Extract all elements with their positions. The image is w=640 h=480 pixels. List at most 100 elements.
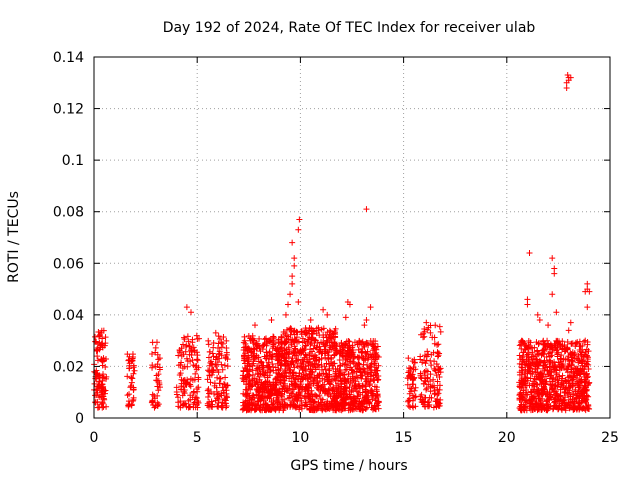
- data-point: [266, 395, 273, 402]
- data-point: [534, 381, 541, 388]
- data-point: [346, 301, 353, 308]
- data-point: [307, 349, 314, 356]
- data-point: [570, 375, 577, 382]
- data-point: [359, 345, 366, 352]
- data-point: [554, 377, 561, 384]
- data-point: [313, 392, 320, 399]
- data-point: [219, 366, 226, 373]
- data-point: [524, 358, 531, 365]
- data-point: [241, 333, 248, 340]
- data-point: [564, 346, 571, 353]
- data-point: [241, 344, 248, 351]
- data-point: [357, 369, 364, 376]
- data-point: [292, 380, 299, 387]
- data-point: [313, 384, 320, 391]
- data-point: [302, 363, 309, 370]
- data-point: [316, 343, 323, 350]
- data-point: [312, 358, 319, 365]
- data-point: [310, 345, 317, 352]
- data-point: [421, 380, 428, 387]
- data-point: [555, 349, 562, 356]
- data-point: [578, 360, 585, 367]
- data-point: [372, 367, 379, 374]
- data-point: [296, 216, 303, 223]
- data-point: [124, 373, 131, 380]
- data-point: [538, 406, 545, 413]
- data-point: [180, 341, 187, 348]
- data-point: [349, 402, 356, 409]
- data-point: [367, 304, 374, 311]
- data-point: [584, 358, 591, 365]
- data-point: [577, 348, 584, 355]
- data-point: [313, 344, 320, 351]
- data-point: [424, 374, 431, 381]
- data-point: [261, 394, 268, 401]
- data-point: [516, 352, 523, 359]
- data-point: [152, 349, 159, 356]
- data-point: [188, 309, 195, 316]
- data-point: [126, 391, 133, 398]
- data-point: [274, 353, 281, 360]
- data-point: [360, 368, 367, 375]
- data-point: [529, 371, 536, 378]
- data-point: [181, 336, 188, 343]
- data-point: [99, 335, 106, 342]
- data-point: [94, 353, 101, 360]
- data-point: [551, 265, 558, 272]
- data-point: [188, 351, 195, 358]
- data-point: [193, 385, 200, 392]
- data-point: [306, 370, 313, 377]
- data-point: [303, 403, 310, 410]
- data-point: [266, 406, 273, 413]
- data-point: [543, 397, 550, 404]
- data-point: [298, 386, 305, 393]
- x-tick-label: 0: [90, 430, 99, 446]
- data-point: [195, 364, 202, 371]
- data-point: [256, 343, 263, 350]
- data-point: [215, 344, 222, 351]
- data-point: [361, 322, 368, 329]
- data-point: [375, 376, 382, 383]
- data-point: [214, 374, 221, 381]
- data-point: [278, 372, 285, 379]
- data-point: [282, 339, 289, 346]
- data-point: [316, 392, 323, 399]
- data-point: [326, 387, 333, 394]
- data-point: [556, 341, 563, 348]
- data-point: [264, 352, 271, 359]
- y-tick-label: 0.08: [53, 205, 84, 221]
- data-point: [247, 349, 254, 356]
- data-point: [561, 386, 568, 393]
- data-point: [205, 386, 212, 393]
- plot-frame: [93, 56, 611, 419]
- data-point: [313, 405, 320, 412]
- data-point: [582, 349, 589, 356]
- data-point: [325, 367, 332, 374]
- data-point: [131, 367, 138, 374]
- data-point: [524, 296, 531, 303]
- data-point: [306, 356, 313, 363]
- data-point: [316, 402, 323, 409]
- data-point: [564, 392, 571, 399]
- data-point: [548, 368, 555, 375]
- data-point: [421, 325, 428, 332]
- data-point: [243, 407, 250, 414]
- data-point: [553, 404, 560, 411]
- data-point: [546, 363, 553, 370]
- data-point: [567, 319, 574, 326]
- data-point: [342, 342, 349, 349]
- data-point: [432, 367, 439, 374]
- data-point: [305, 376, 312, 383]
- data-point: [270, 397, 277, 404]
- data-point: [280, 353, 287, 360]
- data-point: [96, 375, 103, 381]
- data-point: [247, 381, 254, 388]
- data-point: [363, 377, 370, 384]
- data-point: [351, 398, 358, 405]
- data-point: [341, 372, 348, 379]
- data-point: [547, 343, 554, 350]
- data-point: [205, 337, 212, 344]
- data-point: [409, 392, 416, 399]
- data-point: [366, 364, 373, 371]
- data-point: [556, 393, 563, 400]
